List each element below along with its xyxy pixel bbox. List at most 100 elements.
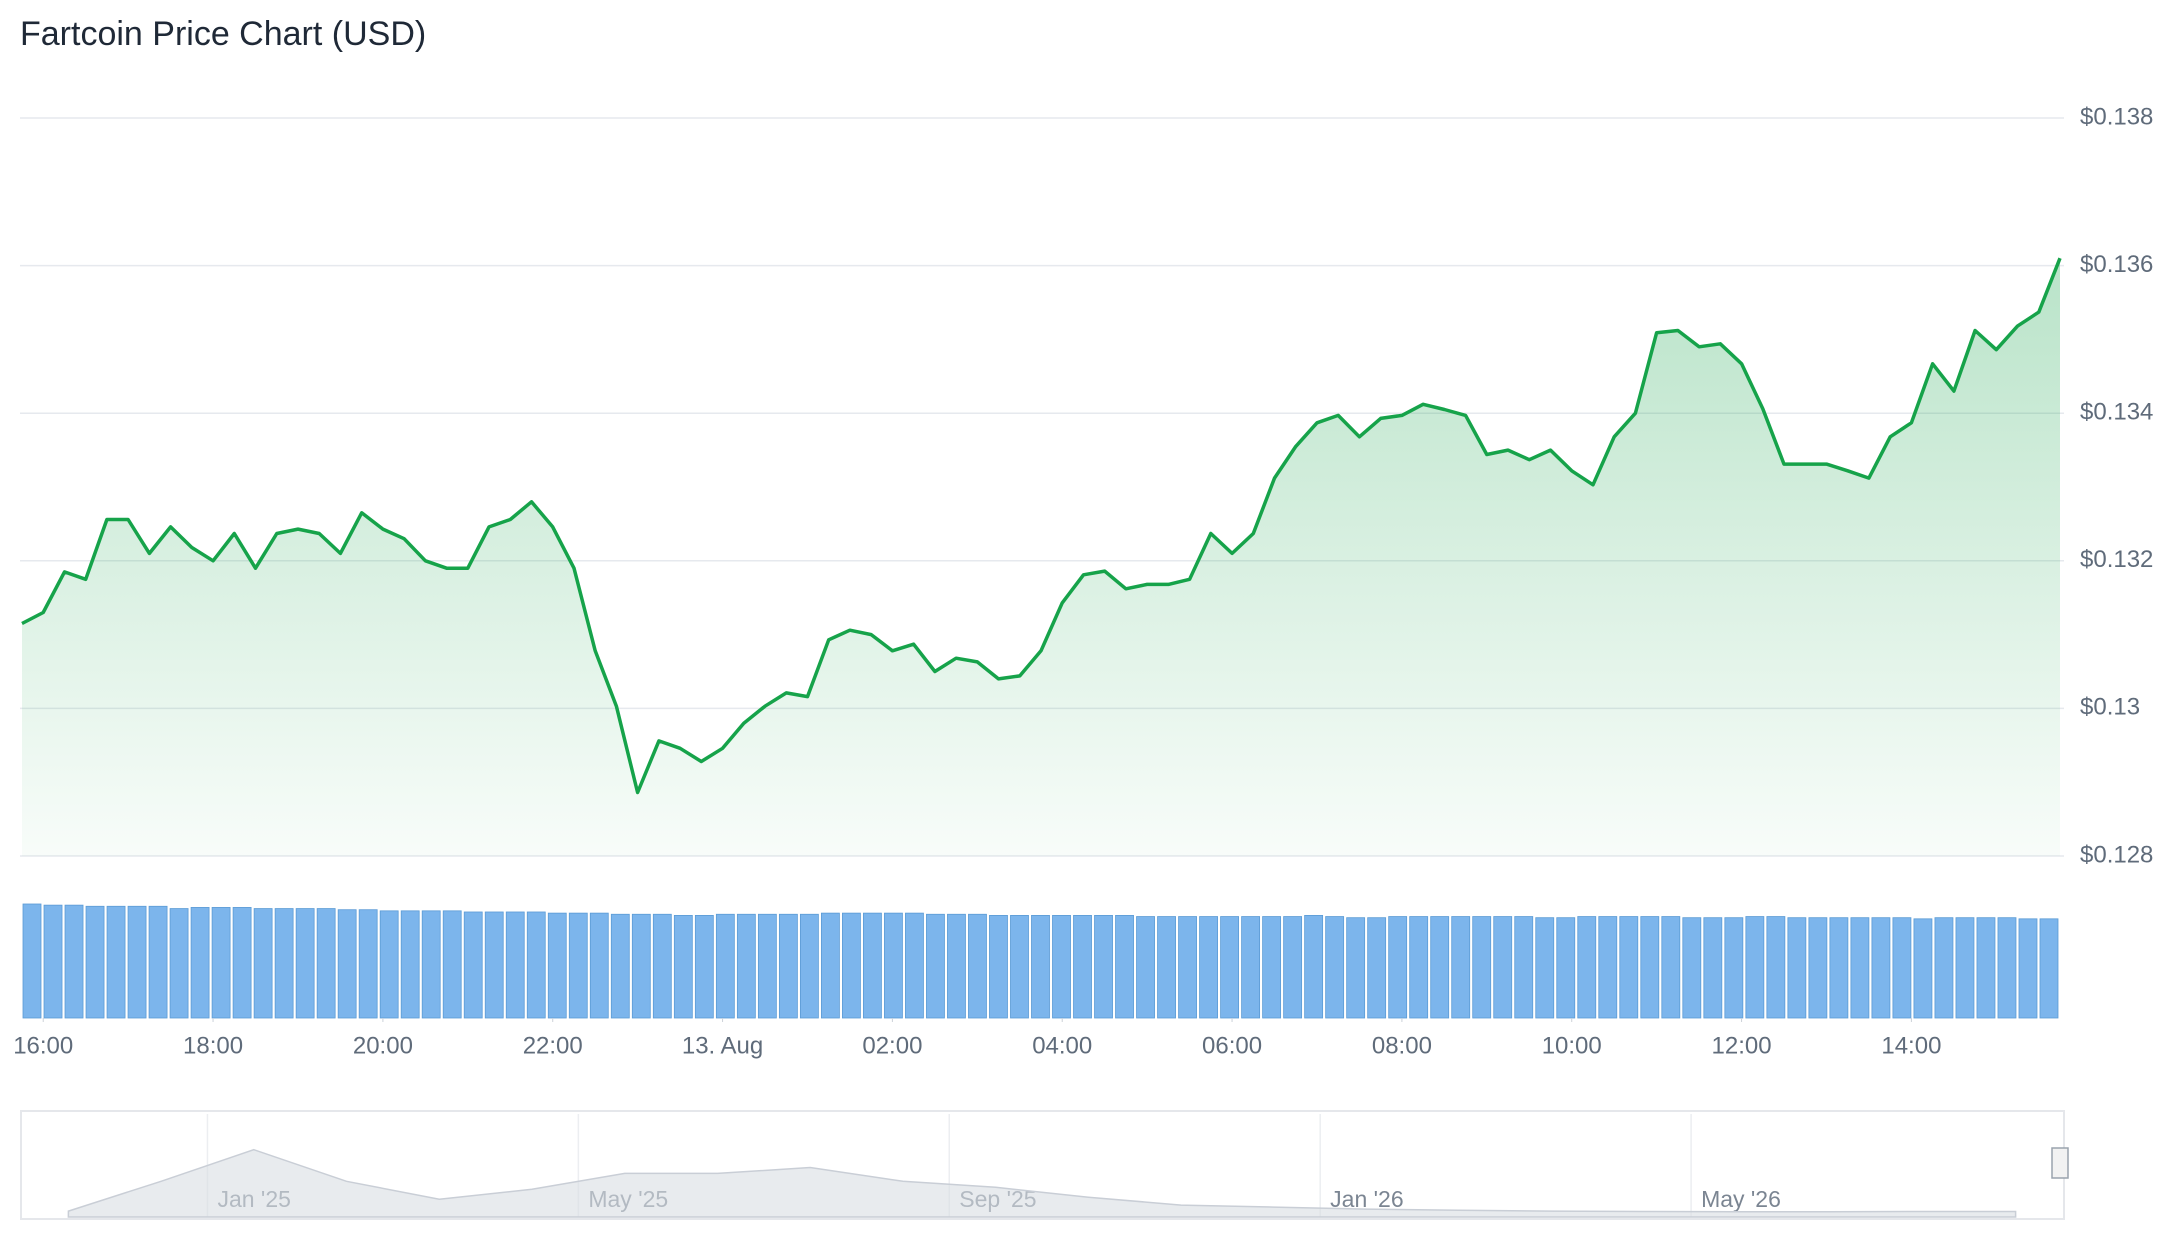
navigator-area (67, 1148, 2017, 1218)
volume-bar (43, 904, 63, 1019)
volume-bar (842, 912, 861, 1019)
volume-bar (1787, 917, 1807, 1019)
volume-bar (106, 905, 126, 1019)
volume-bar (1031, 915, 1050, 1019)
volume-bar (1430, 916, 1450, 1019)
volume-bar (22, 903, 42, 1019)
volume-bar (1283, 916, 1303, 1019)
volume-bar (589, 912, 609, 1019)
volume-bar (631, 913, 651, 1019)
x-tick-label: 12:00 (1712, 1032, 1772, 1059)
y-tick-label: $0.134 (2080, 399, 2153, 426)
price-area (22, 258, 2060, 856)
volume-bar (190, 907, 210, 1019)
volume-bar (232, 907, 252, 1019)
volume-bar (757, 913, 777, 1019)
volume-bar (484, 911, 504, 1019)
y-tick-label: $0.128 (2080, 841, 2153, 868)
x-tick-label: 20:00 (353, 1032, 413, 1059)
volume-bar (547, 912, 567, 1019)
volume-bar (64, 904, 84, 1019)
volume-bar (863, 912, 882, 1019)
volume-bar (1493, 916, 1513, 1019)
volume-bar (947, 913, 966, 1019)
volume-bar (1535, 917, 1555, 1019)
x-tick-label: 16:00 (13, 1032, 73, 1059)
volume-bar (400, 910, 420, 1019)
volume-bar (1892, 917, 1912, 1019)
navigator-label: May '26 (1701, 1186, 1781, 1212)
navigator-label: Jan '26 (1330, 1186, 1403, 1212)
volume-bar (169, 908, 189, 1019)
volume-bar (1850, 917, 1870, 1019)
volume-bar (1367, 917, 1387, 1019)
volume-bar (1976, 917, 1996, 1019)
volume-bar (989, 915, 1008, 1019)
volume-bar (1094, 915, 1113, 1019)
volume-bar (1199, 916, 1218, 1019)
volume-bar (1556, 917, 1576, 1019)
volume-bar (2039, 918, 2059, 1019)
volume-bar (1304, 915, 1324, 1019)
volume-bar (1136, 916, 1155, 1019)
volume-bar (295, 908, 315, 1019)
volume-bar (2018, 918, 2038, 1019)
volume-bar (1115, 915, 1134, 1019)
y-tick-label: $0.13 (2080, 694, 2140, 721)
volume-bar (463, 911, 483, 1019)
volume-bar (1997, 917, 2017, 1019)
volume-bar (1325, 916, 1345, 1019)
volume-bar (736, 913, 756, 1019)
volume-bar (1808, 917, 1828, 1019)
volume-bar (1745, 916, 1765, 1019)
y-tick-label: $0.132 (2080, 546, 2153, 573)
volume-bar (358, 909, 378, 1019)
x-tick-label: 02:00 (862, 1032, 922, 1059)
volume-bar (1220, 916, 1239, 1019)
volume-bar (905, 912, 924, 1019)
volume-bar (1178, 916, 1197, 1019)
x-tick-label: 04:00 (1032, 1032, 1092, 1059)
x-tick-label: 22:00 (523, 1032, 583, 1059)
volume-bar (778, 913, 798, 1019)
x-tick-label: 14:00 (1881, 1032, 1941, 1059)
x-tick-label: 18:00 (183, 1032, 243, 1059)
volume-bar (526, 911, 546, 1019)
volume-bar (211, 907, 231, 1019)
volume-bar (1073, 915, 1092, 1019)
price-line (21, 257, 2062, 795)
volume-bar (652, 913, 672, 1019)
volume-bar (694, 915, 714, 1019)
volume-bar (274, 908, 294, 1019)
volume-bar (1598, 916, 1618, 1019)
volume-bar (148, 905, 168, 1019)
volume-bar (884, 912, 903, 1019)
volume-bar (1661, 916, 1681, 1019)
volume-bar (1724, 917, 1744, 1019)
volume-bar (253, 908, 273, 1019)
volume-bar (127, 905, 147, 1019)
volume-bar (505, 911, 525, 1019)
volume-bar (421, 910, 441, 1019)
x-tick-label: 08:00 (1372, 1032, 1432, 1059)
x-tick-label: 06:00 (1202, 1032, 1262, 1059)
volume-bar (1010, 915, 1029, 1019)
volume-bar (820, 912, 840, 1019)
volume-bar (442, 910, 462, 1019)
navigator-handle (2051, 1147, 2069, 1179)
volume-bar (1514, 916, 1534, 1019)
volume-bar (1577, 916, 1597, 1019)
volume-bar (715, 913, 735, 1019)
volume-bar (1409, 916, 1429, 1019)
volume-bar (1157, 916, 1176, 1019)
volume-bar (1913, 918, 1933, 1019)
volume-bar (379, 910, 399, 1019)
volume-bar (337, 909, 357, 1019)
volume-bar (610, 913, 630, 1019)
volume-bar (1052, 915, 1071, 1019)
volume-bar (1703, 917, 1723, 1019)
chart-title: Fartcoin Price Chart (USD) (20, 15, 426, 53)
volume-bar (1829, 917, 1849, 1019)
x-tick-label: 10:00 (1542, 1032, 1602, 1059)
